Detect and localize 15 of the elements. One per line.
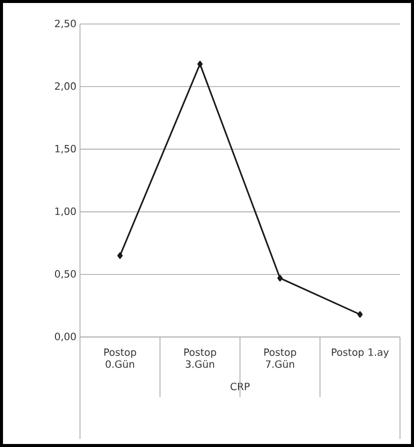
x-tick-label: Postop 1.ay	[332, 348, 389, 358]
y-tick-label: 1,50	[55, 144, 76, 154]
y-tick-label: 2,00	[55, 82, 76, 91]
x-tick-label: Postop 0.Gün	[104, 348, 136, 368]
y-tick-label: 0,00	[54, 332, 76, 342]
x-axis-title: CRP	[230, 382, 250, 390]
point	[357, 311, 363, 318]
x-tick-label: Postop 3.Gün	[184, 348, 216, 368]
x-tick-label: Postop 7.Gün	[264, 348, 296, 368]
point	[277, 274, 283, 282]
y-tick-label: 1,00	[55, 208, 76, 216]
y-tick-label: 0,50	[54, 270, 76, 279]
point	[117, 252, 123, 259]
y-tick-label: 2,50	[55, 20, 76, 28]
point	[197, 60, 203, 68]
